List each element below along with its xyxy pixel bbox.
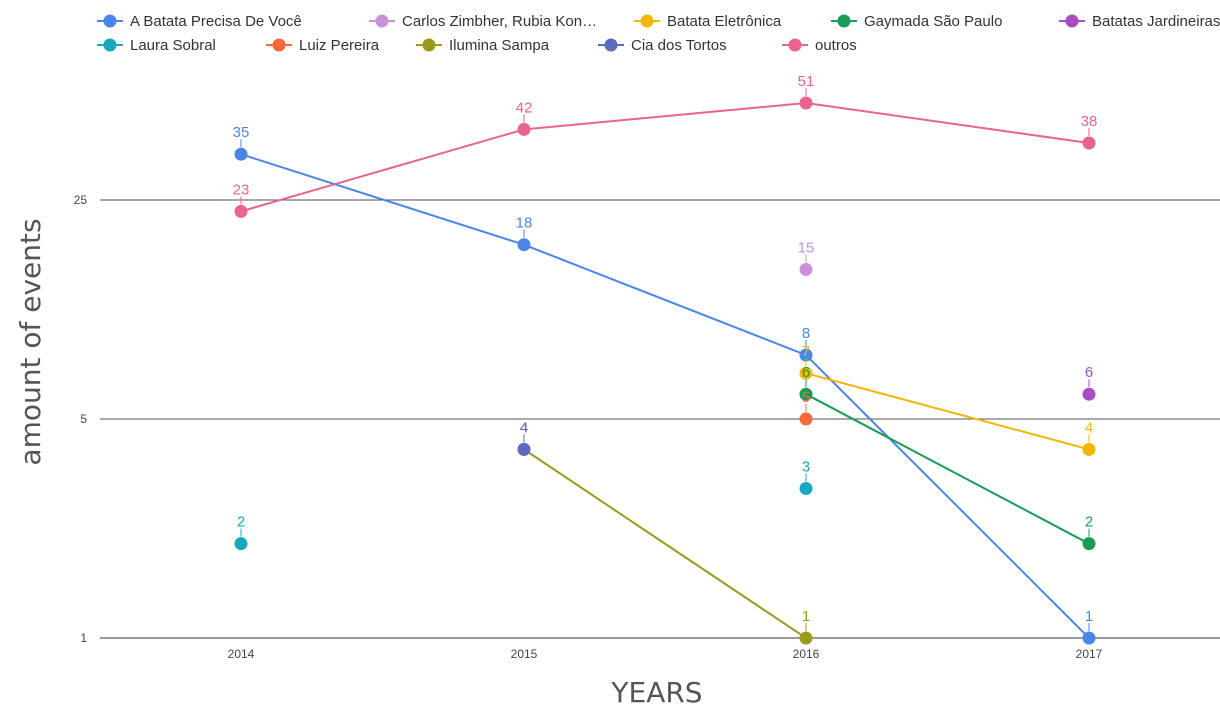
- x-tick-label: 2015: [511, 647, 538, 661]
- data-point: [234, 147, 248, 161]
- data-point: [1082, 442, 1096, 456]
- data-label: 4: [1085, 419, 1093, 436]
- data-label: 1: [1085, 608, 1093, 625]
- series-line-segment: [805, 101, 1090, 145]
- data-label: 35: [233, 124, 250, 141]
- data-point: [799, 412, 813, 426]
- legend-item: Ilumina Sampa: [416, 37, 550, 54]
- series-line-segment: [805, 354, 1090, 639]
- legend-item: Laura Sobral: [97, 37, 216, 54]
- legend-label: A Batata Precisa De Você: [130, 13, 302, 30]
- data-label: 6: [802, 364, 810, 381]
- data-label: 2: [1085, 514, 1093, 531]
- legend-label: outros: [815, 37, 857, 54]
- y-tick-label: 1: [80, 631, 87, 645]
- y-axis-title: amount of events: [14, 218, 47, 465]
- legend-item: Carlos Zimbher, Rubia Kon…: [369, 13, 597, 30]
- legend-marker: [422, 38, 436, 52]
- legend-marker: [272, 38, 286, 52]
- data-label: 18: [516, 215, 533, 232]
- data-label: 7: [802, 343, 810, 360]
- series-lines: [240, 101, 1090, 639]
- data-label: 2: [237, 514, 245, 531]
- y-tick-label: 5: [80, 412, 87, 426]
- legend-item: A Batata Precisa De Você: [97, 13, 302, 30]
- legend-marker: [604, 38, 618, 52]
- data-point: [799, 96, 813, 110]
- legend-label: Cia dos Tortos: [631, 37, 727, 54]
- series-line-segment: [523, 243, 807, 356]
- data-point: [234, 204, 248, 218]
- data-point: [234, 537, 248, 551]
- legend-marker: [640, 14, 654, 28]
- series-line-segment: [240, 128, 525, 213]
- data-label: 8: [802, 325, 810, 342]
- x-tick-labels: 2014 2015 2016 2017: [228, 647, 1103, 661]
- data-point: [799, 482, 813, 496]
- legend-marker: [788, 38, 802, 52]
- data-label: 4: [520, 419, 528, 436]
- y-tick-label: 25: [74, 193, 88, 207]
- data-label: 6: [1085, 364, 1093, 381]
- data-label: 4: [520, 419, 528, 436]
- legend-item: Cia dos Tortos: [598, 37, 727, 54]
- data-label: 1: [802, 608, 810, 625]
- legend-item: Luiz Pereira: [266, 37, 380, 54]
- legend-label: Ilumina Sampa: [449, 37, 550, 54]
- data-label: 15: [798, 240, 815, 257]
- legend-marker: [103, 14, 117, 28]
- data-point: [799, 387, 813, 401]
- x-axis-title: YEARS: [610, 676, 702, 706]
- legend-item: Batata Eletrônica: [634, 13, 782, 30]
- series-line-segment: [805, 393, 1090, 545]
- legend-marker: [103, 38, 117, 52]
- data-point: [517, 122, 531, 136]
- x-tick-label: 2017: [1076, 647, 1103, 661]
- data-point: [1082, 537, 1096, 551]
- series-points: [234, 96, 1096, 645]
- data-point: [517, 442, 531, 456]
- legend-marker: [1065, 14, 1079, 28]
- data-point: [1082, 631, 1096, 645]
- grid-lines: [100, 199, 1220, 639]
- series-line-segment: [805, 372, 1090, 451]
- legend: A Batata Precisa De Você Carlos Zimbher, …: [97, 13, 1220, 54]
- legend-label: Carlos Zimbher, Rubia Kon…: [402, 13, 597, 30]
- data-label: 51: [798, 73, 815, 90]
- data-point: [799, 366, 813, 380]
- series-line-segment: [523, 101, 807, 131]
- legend-label: Laura Sobral: [130, 37, 216, 54]
- legend-item: Batatas Jardineiras: [1059, 13, 1220, 30]
- data-point: [517, 238, 531, 252]
- data-point: [1082, 136, 1096, 150]
- data-point: [799, 631, 813, 645]
- legend-label: Gaymada São Paulo: [864, 13, 1002, 30]
- legend-label: Batatas Jardineiras: [1092, 13, 1220, 30]
- data-label: 23: [233, 181, 250, 198]
- x-tick-label: 2014: [228, 647, 255, 661]
- legend-marker: [375, 14, 389, 28]
- data-label: 42: [516, 99, 533, 116]
- data-point: [799, 263, 813, 277]
- legend-marker: [837, 14, 851, 28]
- legend-item: outros: [782, 37, 857, 54]
- data-label: 3: [802, 459, 810, 476]
- data-point: [799, 348, 813, 362]
- legend-label: Batata Eletrônica: [667, 13, 782, 30]
- series-line-segment: [523, 448, 807, 639]
- legend-item: Gaymada São Paulo: [831, 13, 1002, 30]
- legend-label: Luiz Pereira: [299, 37, 380, 54]
- data-label: 38: [1081, 113, 1098, 130]
- series-line-segment: [240, 153, 525, 246]
- data-point: [1082, 387, 1096, 401]
- x-tick-label: 2016: [793, 647, 820, 661]
- data-label: 5: [802, 389, 810, 406]
